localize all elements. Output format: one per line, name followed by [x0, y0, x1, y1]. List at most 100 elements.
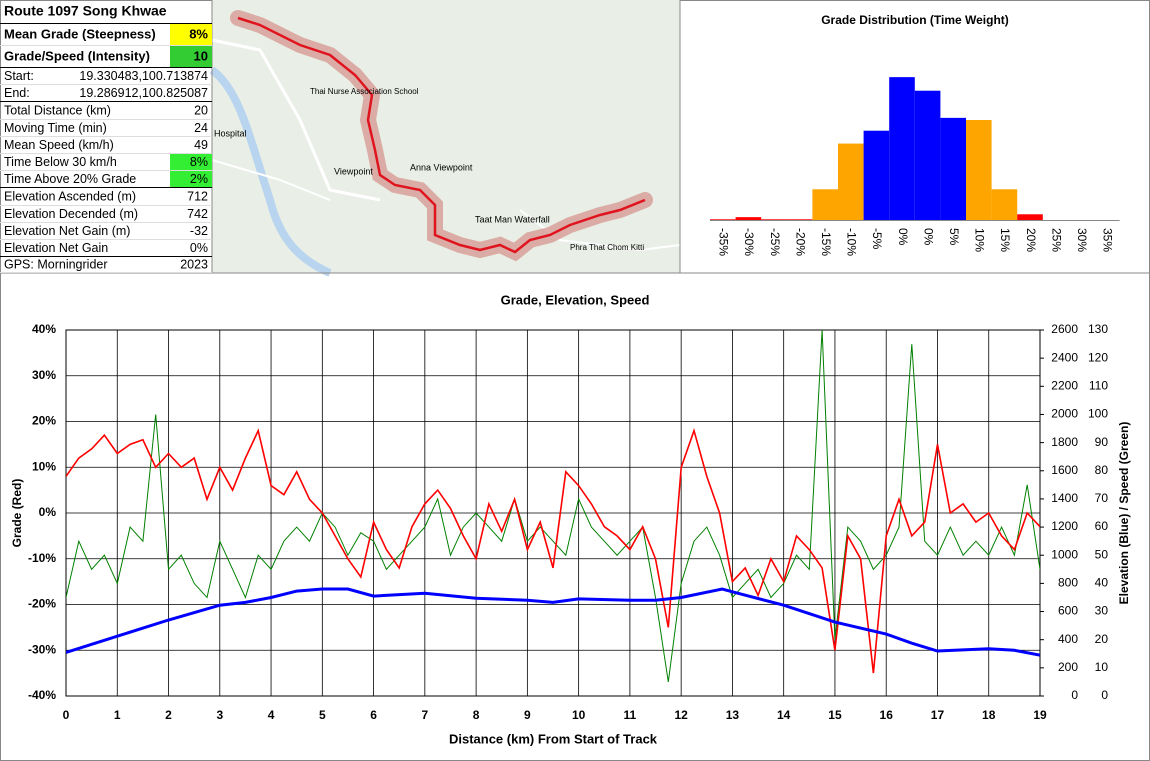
map-label: Thai Nurse Association School — [310, 87, 419, 96]
bar — [863, 130, 890, 220]
row-value: 712 — [187, 189, 208, 203]
y3-tick-label: 70 — [1095, 491, 1109, 505]
x-tick-label: 25% — [1049, 228, 1063, 252]
y2-axis-title: Elevation (Blue) / Speed (Green) — [1117, 422, 1131, 605]
row-label: Time Below 30 km/h — [4, 155, 117, 169]
x-tick-label: 2 — [165, 708, 172, 722]
row-label: Mean Speed (km/h) — [4, 138, 114, 152]
y-tick-label: 10% — [32, 459, 56, 473]
row-value: 49 — [194, 138, 208, 152]
y3-tick-label: 50 — [1095, 547, 1109, 561]
x-tick-label: 19 — [1033, 708, 1047, 722]
y2-tick-label: 0 — [1071, 688, 1078, 702]
row-value: 19.330483,100.713874 — [79, 69, 208, 83]
bar — [710, 219, 736, 220]
y-tick-label: 30% — [32, 368, 56, 382]
row-value: 8% — [189, 26, 208, 41]
x-tick-label: 15% — [998, 228, 1012, 252]
x-tick-label: 11 — [624, 708, 637, 722]
x-tick-label: 12 — [674, 708, 688, 722]
chart-title: Grade, Elevation, Speed — [501, 292, 650, 307]
x-tick-label: 18 — [982, 708, 996, 722]
x-tick-label: 0% — [896, 228, 910, 246]
y2-tick-label: 1400 — [1051, 491, 1078, 505]
x-tick-label: 1 — [114, 708, 121, 722]
x-axis-title: Distance (km) From Start of Track — [449, 731, 658, 746]
series-line — [66, 330, 1040, 682]
row-value: 19.286912,100.825087 — [79, 86, 208, 100]
y-tick-label: -20% — [28, 597, 56, 611]
value-highlight — [170, 46, 212, 68]
y-tick-label: 40% — [32, 322, 56, 336]
y2-tick-label: 1600 — [1051, 463, 1078, 477]
x-tick-label: 10% — [973, 228, 987, 252]
map — [209, 0, 681, 277]
bar — [786, 219, 813, 220]
row-label: Start: — [4, 69, 34, 83]
x-tick-label: 10 — [572, 708, 586, 722]
row-value: -32 — [190, 224, 208, 238]
bar — [838, 143, 864, 220]
x-tick-label: -5% — [870, 228, 884, 250]
row-label: GPS: Morningrider — [4, 257, 108, 271]
y3-tick-label: 40 — [1095, 576, 1109, 590]
row-value: 742 — [187, 207, 208, 221]
x-tick-label: -25% — [768, 228, 782, 256]
bar — [914, 90, 941, 220]
y3-tick-label: 80 — [1095, 463, 1109, 477]
row-label: Elevation Ascended (m) — [4, 189, 136, 203]
x-tick-label: 17 — [931, 708, 945, 722]
y3-tick-label: 90 — [1095, 435, 1109, 449]
x-tick-label: -30% — [742, 228, 756, 256]
chart-title: Grade Distribution (Time Weight) — [821, 13, 1009, 27]
row-label: End: — [4, 86, 30, 100]
row-label: Total Distance (km) — [4, 103, 111, 117]
x-tick-label: 5 — [319, 708, 326, 722]
bar — [812, 189, 838, 220]
y3-tick-label: 0 — [1101, 688, 1108, 702]
y3-tick-label: 60 — [1095, 519, 1109, 533]
x-tick-label: 7 — [421, 708, 428, 722]
y2-tick-label: 2400 — [1051, 350, 1078, 364]
x-tick-label: 4 — [268, 708, 275, 722]
y3-tick-label: 30 — [1095, 604, 1109, 618]
y2-tick-label: 2000 — [1051, 407, 1078, 421]
x-tick-label: -20% — [793, 228, 807, 256]
bar — [1017, 214, 1043, 220]
y-tick-label: 0% — [39, 505, 57, 519]
x-tick-label: 14 — [777, 708, 791, 722]
x-tick-label: 8 — [473, 708, 480, 722]
series-line — [66, 587, 1040, 657]
table-title: Route 1097 Song Khwae — [4, 3, 167, 19]
series-line — [66, 428, 1040, 674]
map-label: Phra That Chom Kitti — [570, 243, 644, 252]
row-value: 8% — [190, 155, 208, 169]
y3-tick-label: 20 — [1095, 632, 1109, 646]
x-tick-label: 13 — [726, 708, 740, 722]
row-value: 24 — [194, 121, 208, 135]
bar — [966, 120, 992, 220]
map-label: Viewpoint — [334, 166, 373, 176]
x-tick-label: -35% — [717, 228, 731, 256]
y3-tick-label: 100 — [1088, 407, 1108, 421]
y2-tick-label: 2600 — [1051, 322, 1078, 336]
bar — [940, 117, 966, 220]
row-label: Elevation Decended (m) — [4, 207, 138, 221]
row-value: 20 — [194, 103, 208, 117]
y3-tick-label: 130 — [1088, 322, 1108, 336]
bar — [761, 219, 787, 220]
x-tick-label: 15 — [828, 708, 842, 722]
map-label: Taat Man Waterfall — [475, 214, 550, 224]
row-label: Elevation Net Gain (m) — [4, 224, 130, 238]
value-highlight — [170, 24, 212, 46]
row-label: Time Above 20% Grade — [4, 172, 136, 186]
row-label: Grade/Speed (Intensity) — [4, 48, 150, 63]
y2-tick-label: 1200 — [1051, 519, 1078, 533]
y2-tick-label: 1800 — [1051, 435, 1078, 449]
x-tick-label: 20% — [1024, 228, 1038, 252]
x-tick-label: 30% — [1075, 228, 1089, 252]
x-tick-label: 16 — [880, 708, 894, 722]
y3-tick-label: 120 — [1088, 350, 1108, 364]
x-tick-label: 3 — [216, 708, 223, 722]
